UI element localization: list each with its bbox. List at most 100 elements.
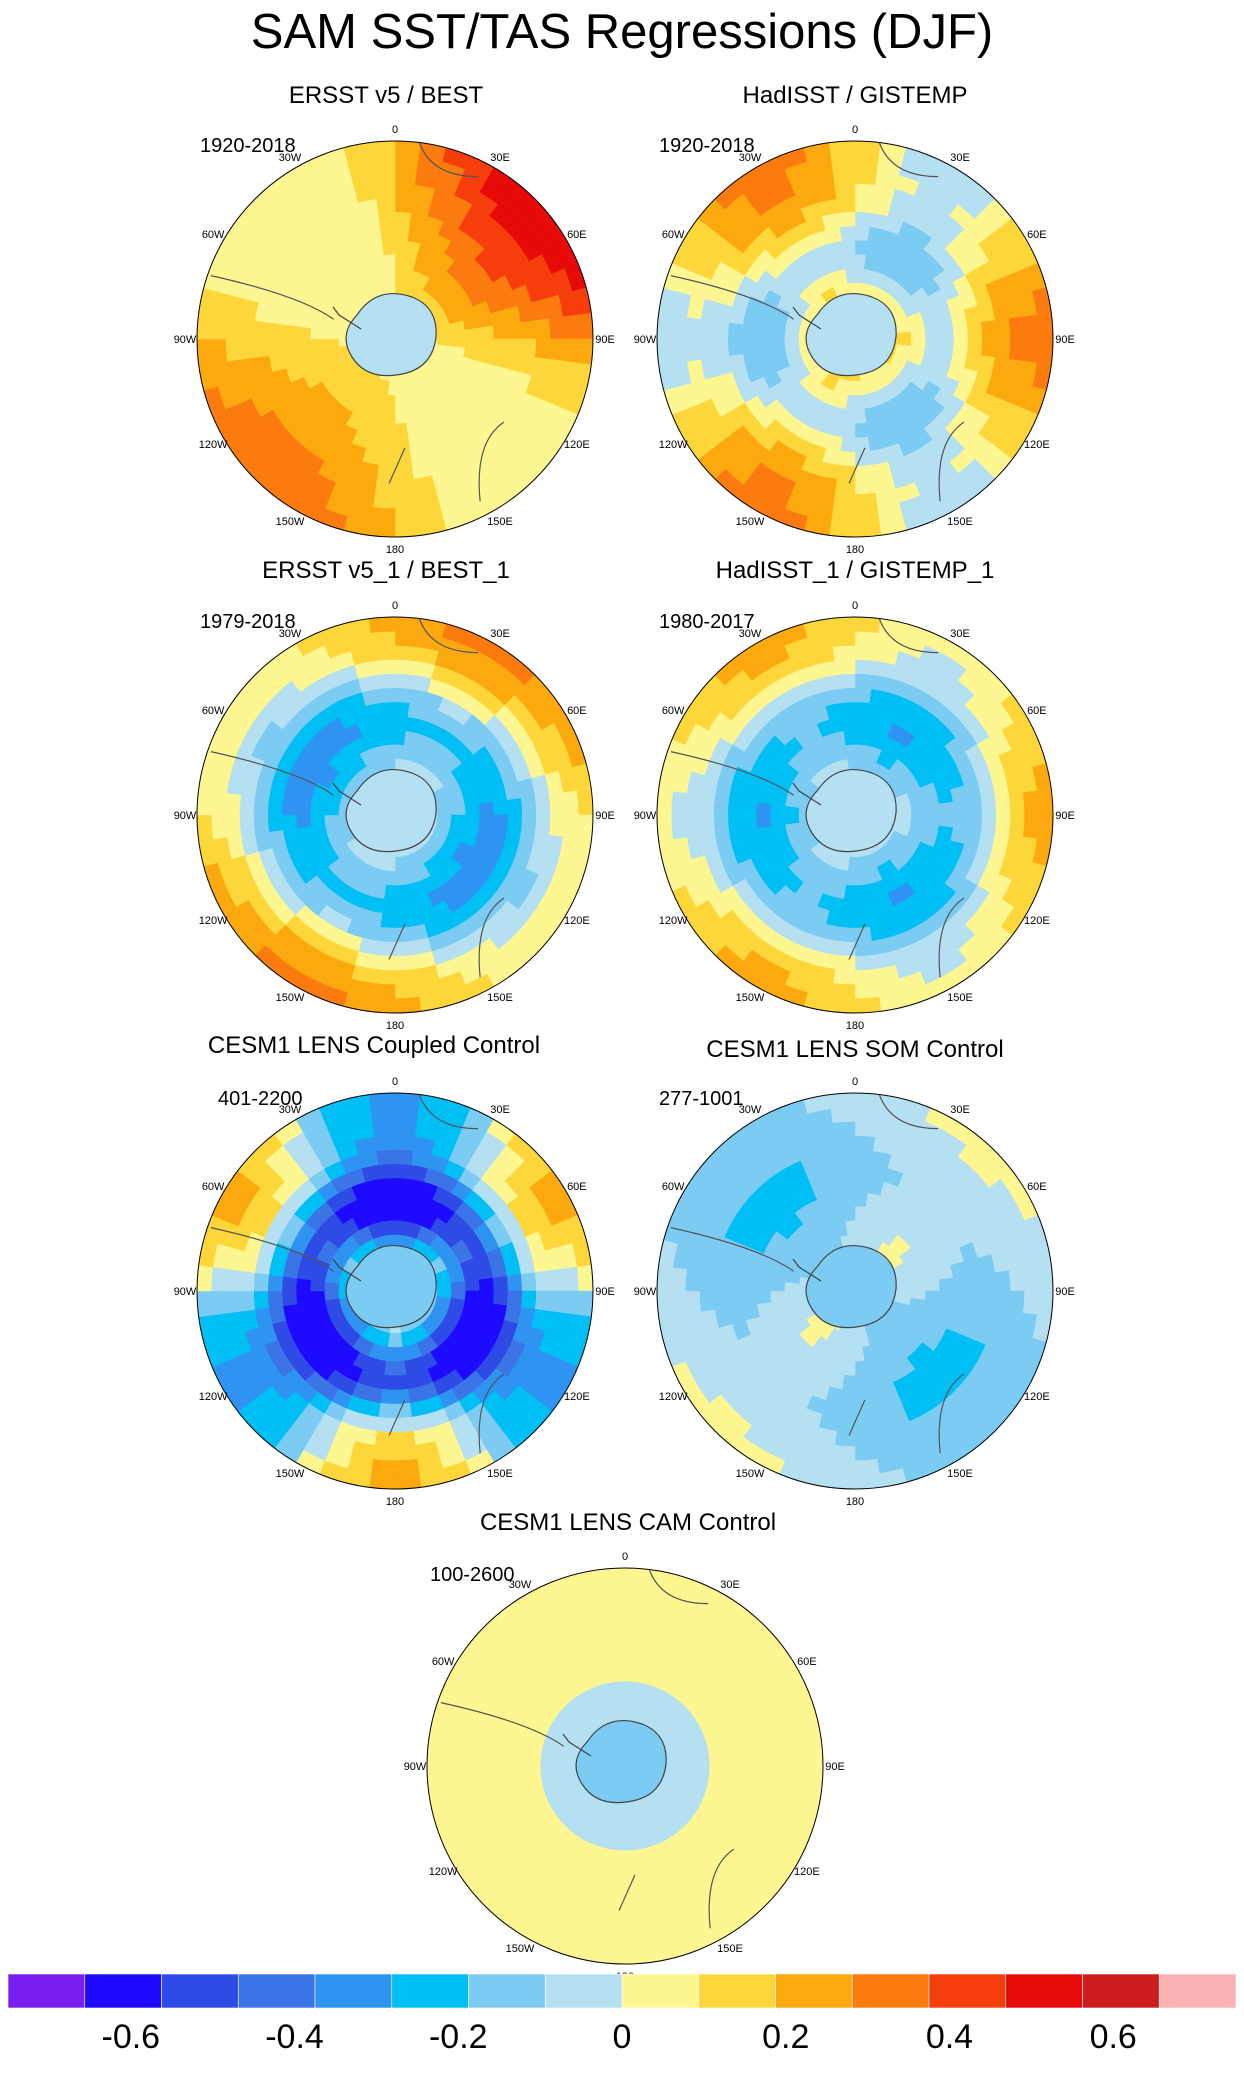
- map-cell: [966, 814, 983, 832]
- map-cell: [1036, 788, 1053, 816]
- map-cell: [267, 338, 284, 356]
- map-cell: [854, 422, 869, 439]
- colorbar-tick-label: -0.4: [265, 2018, 324, 2056]
- map-cell: [838, 450, 856, 467]
- map-cell: [253, 796, 270, 816]
- map-cell: [684, 792, 702, 816]
- map-cell: [562, 338, 580, 364]
- map-cell: [368, 1472, 396, 1489]
- map-cell: [952, 1275, 969, 1292]
- colorbar-tick-label: 0: [613, 2018, 632, 2056]
- map-cell: [741, 1275, 758, 1292]
- map-cell: [381, 715, 396, 732]
- map-cell: [197, 814, 214, 842]
- map-border: [426, 1567, 824, 1965]
- map-cell: [783, 1290, 800, 1301]
- longitude-label: 150E: [717, 1943, 743, 1955]
- map-cell: [608, 1638, 626, 1655]
- map-cell: [750, 1765, 767, 1785]
- map-cell: [713, 1272, 730, 1292]
- map-cell: [394, 617, 422, 634]
- colorbar-swatch: [1082, 1973, 1160, 2009]
- colorbar: -0.6 -0.4 -0.2 0 0.2 0.4 0.6: [8, 1973, 1236, 2056]
- map-cell: [368, 520, 396, 537]
- map-cell: [841, 1374, 856, 1391]
- map-cell: [374, 183, 396, 200]
- map-cell: [378, 211, 396, 228]
- map-border: [656, 1092, 1054, 1490]
- map-cell: [938, 801, 955, 816]
- map-cell: [534, 794, 551, 816]
- map-cell: [854, 996, 882, 1013]
- map-cell: [383, 253, 396, 270]
- map-cell: [381, 898, 396, 915]
- map-cell: [830, 630, 856, 648]
- map-cell: [966, 1290, 983, 1308]
- antarctic-peninsula: [332, 1258, 362, 1282]
- panel-title: CESM1 LENS CAM Control: [479, 1509, 777, 1536]
- map-cell: [394, 1430, 416, 1447]
- map-cell: [854, 1093, 882, 1110]
- map-cell: [506, 1274, 523, 1292]
- map-cell: [281, 799, 298, 816]
- map-cell: [699, 318, 716, 340]
- coastline: [418, 1093, 479, 1130]
- map-cell: [854, 687, 872, 704]
- map-cell: [394, 394, 405, 411]
- map-cell: [370, 630, 396, 648]
- longitude-label: 150W: [506, 1943, 535, 1955]
- map-cell: [684, 1290, 702, 1314]
- map-cell: [600, 1581, 626, 1599]
- map-cell: [394, 506, 420, 524]
- map-cell: [657, 814, 674, 842]
- map-cell: [854, 197, 874, 214]
- map-cell: [497, 1749, 514, 1767]
- map-cell: [239, 794, 256, 816]
- map-cell: [370, 154, 396, 172]
- map-cell: [450, 805, 467, 816]
- map-cell: [450, 329, 467, 340]
- map-cell: [624, 1652, 641, 1669]
- longitude-label: 30W: [279, 1104, 302, 1116]
- map-cell: [854, 617, 882, 634]
- map-cell: [553, 1765, 570, 1776]
- map-cell: [657, 338, 674, 366]
- map-cell: [750, 1747, 767, 1767]
- map-cell: [376, 464, 396, 481]
- coastline: [670, 275, 794, 320]
- map-cell: [379, 701, 396, 718]
- period-label: 277-1001: [659, 1088, 744, 1110]
- map-cell: [854, 506, 880, 524]
- map-cell: [713, 814, 730, 834]
- colorbar-swatch: [851, 1973, 930, 2009]
- longitude-label: 90E: [595, 1286, 615, 1298]
- map-cell: [378, 687, 396, 704]
- colorbar-swatch: [8, 1973, 86, 2009]
- map-cell: [239, 318, 256, 340]
- longitude-label: 0: [852, 124, 858, 136]
- map-cell: [253, 814, 270, 834]
- map-cell: [224, 792, 242, 816]
- longitude-label: 120E: [1024, 1391, 1050, 1403]
- map-cell: [736, 1749, 753, 1767]
- longitude-label: 90E: [1055, 1286, 1075, 1298]
- panel-title: ERSST v5 / BEST: [288, 82, 484, 109]
- map-cell: [281, 1290, 298, 1307]
- map-cell: [854, 168, 878, 186]
- map-cell: [727, 322, 744, 340]
- map-cell: [830, 1106, 856, 1124]
- longitude-label: 30W: [279, 628, 302, 640]
- longitude-label: 180: [846, 1496, 864, 1508]
- map-cell: [764, 1765, 781, 1787]
- map-cell: [843, 729, 856, 746]
- map-cell: [1022, 314, 1040, 340]
- map-cell: [834, 659, 856, 676]
- map-cell: [383, 729, 396, 746]
- map-cell: [854, 211, 872, 228]
- map-cell: [600, 1933, 626, 1951]
- map-cell: [370, 1458, 396, 1476]
- map-cell: [854, 673, 874, 690]
